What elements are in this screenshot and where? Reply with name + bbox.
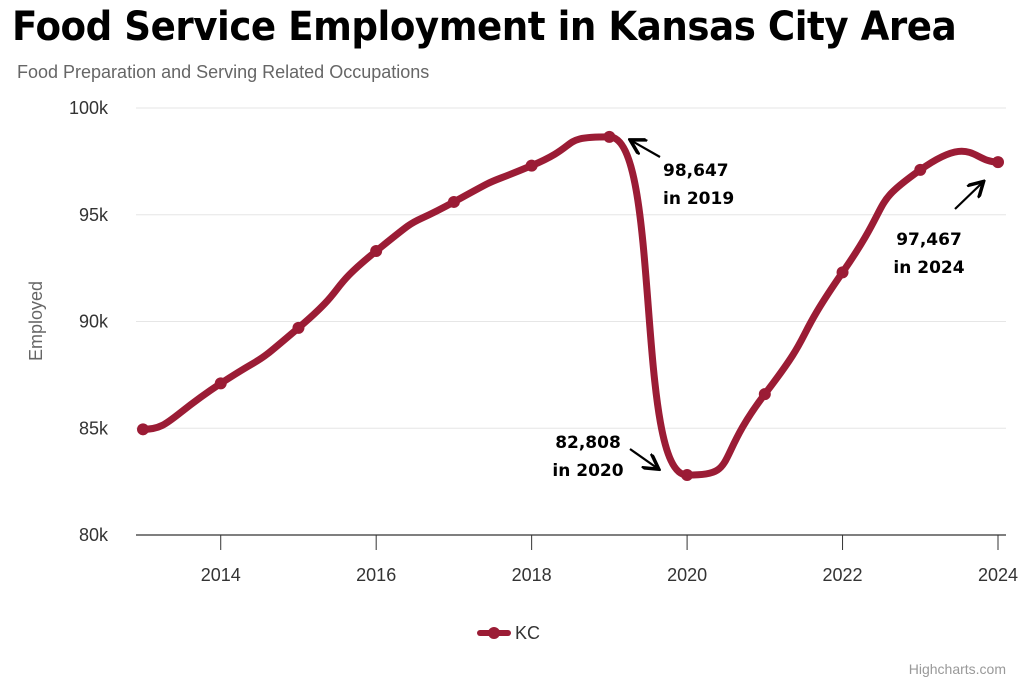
credits-link[interactable]: Highcharts.com: [909, 661, 1006, 677]
x-tick-label: 2022: [823, 565, 863, 585]
data-point[interactable]: [370, 245, 383, 258]
y-tick-label: 100k: [69, 98, 109, 118]
annotation-year: in 2020: [552, 461, 623, 481]
data-point[interactable]: [836, 266, 849, 279]
data-point[interactable]: [525, 159, 538, 172]
chart-title: Food Service Employment in Kansas City A…: [12, 4, 957, 50]
x-tick-label: 2020: [667, 565, 707, 585]
data-point[interactable]: [758, 388, 771, 401]
series-line-kc[interactable]: [139, 133, 1002, 479]
x-tick-label: 2014: [201, 565, 241, 585]
grid-lines: [136, 107, 1006, 429]
annotation-value: 82,808: [555, 433, 621, 453]
annotation-arrow: [632, 141, 661, 158]
y-tick-label: 85k: [79, 418, 109, 438]
chart-subtitle: Food Preparation and Serving Related Occ…: [17, 62, 430, 82]
x-axis: 2014 2016 2018 2020 2022 2024: [136, 534, 1018, 585]
data-point[interactable]: [681, 469, 694, 482]
y-tick-label: 95k: [79, 205, 109, 225]
legend-symbol-marker: [488, 627, 500, 639]
x-tick-label: 2024: [978, 565, 1018, 585]
data-point[interactable]: [447, 195, 460, 208]
data-point[interactable]: [214, 377, 227, 390]
x-tick-label: 2016: [356, 565, 396, 585]
y-tick-label: 80k: [79, 525, 109, 545]
data-point[interactable]: [603, 130, 616, 143]
data-point[interactable]: [292, 321, 305, 334]
data-point[interactable]: [137, 423, 149, 436]
legend[interactable]: KC: [477, 623, 540, 643]
y-tick-label: 90k: [79, 312, 109, 332]
annotation-year: in 2019: [663, 189, 734, 209]
legend-item-kc[interactable]: KC: [515, 623, 540, 643]
annotation-value: 98,647: [663, 161, 729, 181]
data-point[interactable]: [914, 163, 927, 176]
annotation-arrow: [629, 448, 657, 468]
annotation-value: 97,467: [896, 230, 962, 250]
y-axis-ticks: 80k 85k 90k 95k 100k: [69, 98, 109, 545]
x-tick-label: 2018: [512, 565, 552, 585]
series-kc[interactable]: [137, 130, 1004, 482]
data-point[interactable]: [992, 156, 1004, 169]
annotation-arrow: [954, 183, 982, 210]
annotation-year: in 2024: [893, 258, 964, 278]
annotations: 98,647 in 2019 82,808 in 2020 97,467 in 2024: [552, 141, 982, 481]
y-axis-title: Employed: [26, 281, 46, 361]
